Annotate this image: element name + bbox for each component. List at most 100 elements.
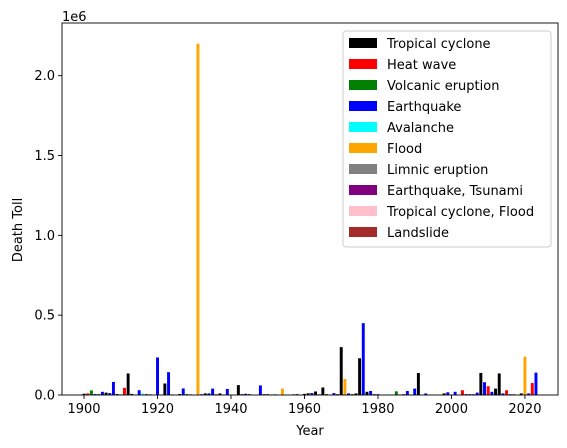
bar-1963 (314, 391, 317, 395)
bar-1971 (343, 379, 347, 395)
bar-1912 (126, 373, 130, 395)
bar-1974 (354, 393, 358, 395)
y-tick-label: 2.0 (34, 69, 55, 84)
legend-swatch (349, 80, 377, 90)
bar-1965 (321, 387, 325, 395)
bar-1999 (446, 392, 450, 395)
bar-1922 (163, 383, 167, 395)
bar-1906 (104, 392, 108, 395)
legend-label: Landslide (387, 226, 449, 241)
bar-1975 (358, 358, 362, 395)
bar-1920 (156, 357, 159, 395)
bar-1942 (236, 385, 240, 395)
y-axis-label: Death Toll (11, 198, 26, 262)
x-tick-label: 2020 (508, 402, 541, 417)
bar-2022 (530, 383, 534, 395)
x-tick-label: 2000 (435, 402, 468, 417)
bar-2012 (494, 388, 498, 395)
legend-swatch (349, 38, 377, 48)
bar-1905 (100, 391, 104, 395)
bar-2021 (527, 393, 531, 395)
bar-1954 (280, 388, 284, 395)
legend-swatch (349, 164, 377, 174)
bar-1939 (225, 388, 229, 395)
bar-2020 (523, 356, 527, 395)
bar-1968 (332, 393, 336, 395)
x-tick-label: 1980 (361, 402, 394, 417)
legend-swatch (349, 143, 377, 153)
legend-swatch (349, 185, 377, 195)
bar-1993 (424, 393, 428, 395)
bar-2010 (486, 386, 490, 395)
bar-1960 (303, 393, 306, 395)
bar-1985 (394, 391, 398, 395)
axes-layer: 1900 1920 1940 1960 1980 2000 2020 0.0 0.5 1.0 1.5… (34, 22, 559, 417)
bar-2011 (490, 391, 494, 395)
legend-label: Avalanche (387, 121, 454, 136)
x-tick-label: 1900 (67, 402, 100, 417)
legend-label: Volcanic eruption (387, 79, 499, 94)
bar-1998 (442, 393, 446, 395)
bar-2001 (453, 391, 457, 395)
bar-1976 (361, 323, 365, 395)
legend-label: Limnic eruption (387, 163, 488, 178)
legend: Tropical cyclone Heat wave Volcanic erupti… (342, 30, 552, 248)
bar-2014 (501, 393, 505, 395)
bar-1988 (405, 391, 409, 395)
bar-1913 (130, 393, 134, 395)
bar-1970 (339, 347, 343, 395)
bar-1977 (365, 391, 369, 395)
y-tick-label: 0.5 (34, 309, 55, 324)
legend-label: Heat wave (387, 58, 456, 73)
bar-2015 (505, 390, 509, 395)
y-tick-label: 1.5 (34, 149, 55, 164)
legend-swatch (349, 206, 377, 216)
bar-1923 (167, 372, 171, 395)
y-offset-label: 1e6 (62, 10, 87, 25)
legend-swatch (349, 227, 377, 237)
legend-swatch (349, 122, 377, 132)
bar-1991 (416, 372, 420, 395)
bar-1948 (258, 385, 262, 395)
bar-1911 (122, 387, 126, 395)
bar-1937 (218, 393, 222, 395)
legend-label: Tropical cyclone, Flood (386, 205, 534, 220)
legend-label: Tropical cyclone (386, 37, 491, 52)
bar-1926 (178, 394, 182, 395)
x-tick-label: 1940 (214, 402, 247, 417)
bar-1916 (141, 393, 145, 395)
y-tick-label: 0.0 (34, 389, 55, 404)
bar-2009 (483, 382, 486, 395)
x-axis-label: Year (295, 424, 324, 439)
bar-1934 (207, 393, 211, 395)
bar-2013 (497, 373, 501, 395)
bar-1961 (306, 393, 310, 395)
x-tick-label: 1920 (141, 402, 174, 417)
legend-box (342, 30, 552, 248)
bar-1935 (211, 388, 215, 395)
bars-layer (82, 43, 538, 395)
bar-1901 (86, 393, 90, 395)
bar-1972 (347, 393, 351, 395)
bar-1907 (108, 393, 112, 395)
y-tick-label: 1.0 (34, 229, 55, 244)
bar-1927 (181, 388, 185, 395)
bar-2023 (534, 372, 538, 395)
bar-1903 (93, 394, 97, 395)
bar-2004 (464, 394, 468, 395)
bar-1990 (413, 388, 417, 395)
bar-1933 (203, 393, 207, 395)
bar-1931 (196, 43, 200, 395)
plot-frame (61, 22, 559, 396)
bar-2003 (461, 390, 464, 395)
legend-swatch (349, 101, 377, 111)
bar-1915 (137, 390, 141, 395)
bar-1909 (115, 394, 119, 395)
bar-1908 (111, 381, 115, 395)
bar-1900 (82, 393, 86, 395)
legend-label: Earthquake (387, 100, 461, 115)
bar-2019 (519, 393, 523, 395)
bar-1962 (310, 393, 314, 395)
